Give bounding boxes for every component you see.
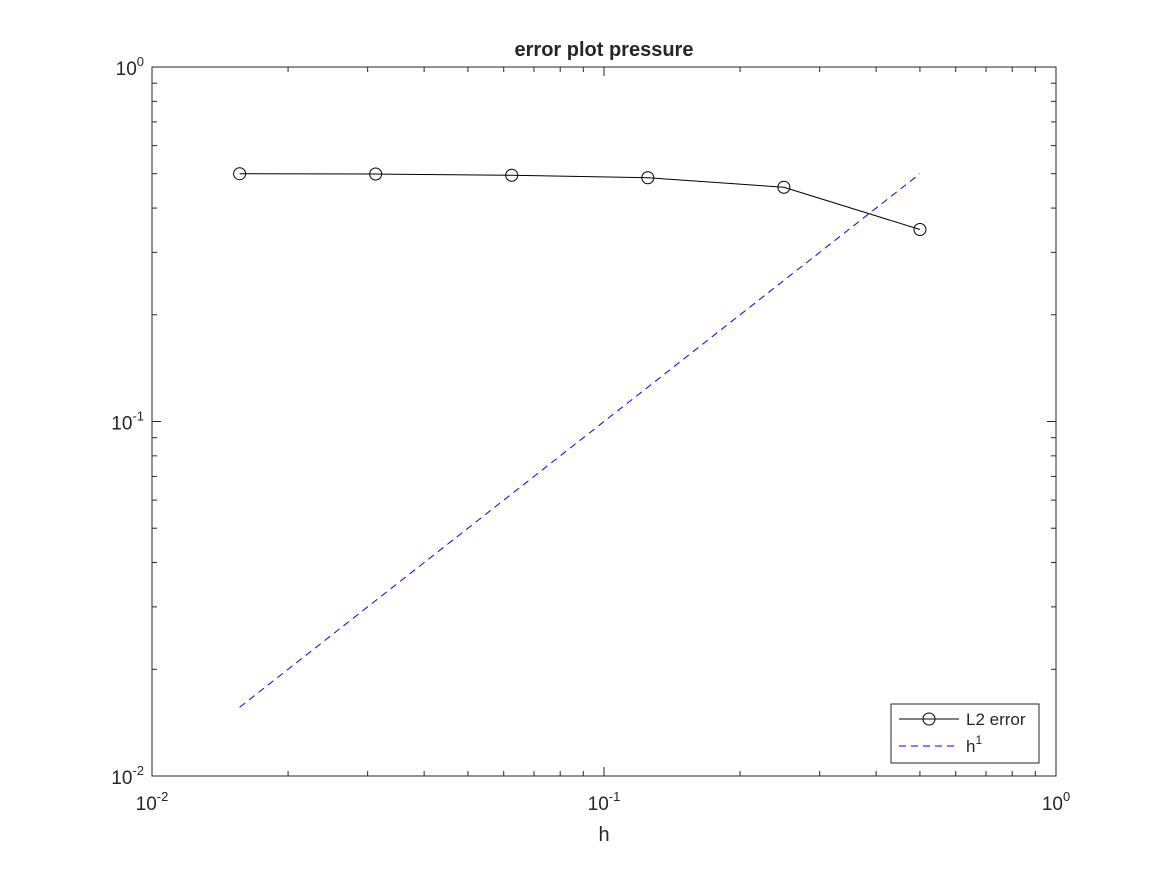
series-2 <box>239 173 921 708</box>
reference-line-h1 <box>239 173 921 708</box>
legend: L2 error h1 <box>890 703 1040 764</box>
data-point-marker <box>913 223 927 237</box>
data-point-marker <box>505 168 519 182</box>
legend-entry-label: L2 error <box>966 710 1026 729</box>
l2-error-line <box>239 173 921 230</box>
y-tick-label: 10-2 <box>111 763 144 789</box>
legend-entry-label: h1 <box>966 733 982 756</box>
y-tick-label: 10-1 <box>111 409 144 435</box>
legend-box <box>890 703 1040 764</box>
legend-marker-swatch <box>922 712 936 726</box>
data-point-marker <box>641 171 655 185</box>
x-tick-label: 10-2 <box>136 789 169 815</box>
axis-ticks <box>151 66 1057 777</box>
data-point-marker <box>777 180 791 194</box>
y-tick-label: 100 <box>116 54 144 80</box>
chart-title: error plot pressure <box>515 39 694 61</box>
series-1 <box>233 167 927 237</box>
x-axis-label: h <box>598 824 609 846</box>
data-point-marker <box>233 167 247 181</box>
x-tick-label: 100 <box>1042 789 1070 815</box>
data-point-marker <box>369 167 383 181</box>
x-tick-label: 10-1 <box>588 789 621 815</box>
plot-area: 10-2 10-1 100 10-2 10-1 100 L2 error h1 <box>111 54 1070 815</box>
